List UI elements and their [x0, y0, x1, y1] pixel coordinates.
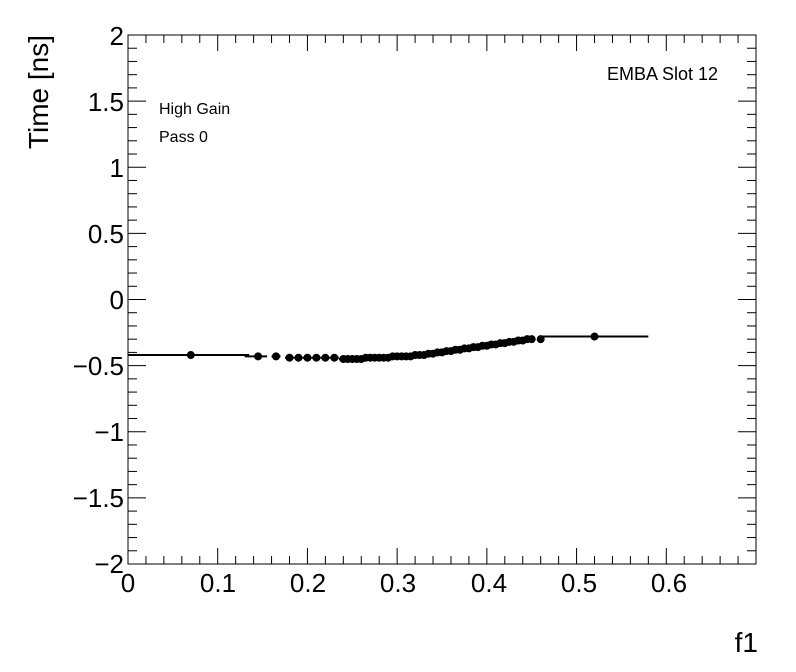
x-tick-label: 0.3 — [380, 568, 416, 598]
data-series — [128, 332, 649, 364]
x-tick-labels: 0 0.1 0.2 0.3 0.4 0.5 0.6 — [121, 568, 687, 598]
y-tick-label: 0 — [110, 285, 124, 315]
y-tick-labels: −2 −1.5 −1 −0.5 0 0.5 1 1.5 2 — [73, 21, 124, 579]
x-tick-label: 0.2 — [290, 568, 326, 598]
data-point — [303, 353, 312, 362]
data-point — [285, 353, 294, 362]
annotation-pass: Pass 0 — [159, 129, 208, 146]
x-tick-label: 0.1 — [200, 568, 236, 598]
data-point — [254, 352, 263, 361]
data-point — [321, 353, 330, 362]
y-tick-label: 1 — [110, 153, 124, 183]
annotation-module: EMBA Slot 12 — [607, 64, 718, 84]
y-tick-label: −0.5 — [73, 351, 124, 381]
data-point — [330, 353, 339, 362]
data-point — [294, 353, 303, 362]
y-tick-label: 1.5 — [88, 87, 124, 117]
x-tick-label: 0.6 — [651, 568, 687, 598]
data-point — [590, 332, 599, 341]
y-tick-label: 2 — [110, 21, 124, 51]
x-tick-label: 0.5 — [561, 568, 597, 598]
data-point — [272, 352, 281, 361]
y-axis-title: Time [ns] — [23, 35, 54, 149]
annotation-gain: High Gain — [159, 101, 230, 118]
y-tick-label: −2 — [94, 549, 124, 579]
data-point — [527, 335, 536, 344]
y-tick-label: −1.5 — [73, 483, 124, 513]
data-point — [312, 353, 321, 362]
data-point — [186, 351, 195, 360]
x-tick-label: 0.4 — [471, 568, 507, 598]
axis-ticks — [127, 34, 757, 565]
y-tick-label: −1 — [94, 417, 124, 447]
x-tick-label: 0 — [121, 568, 135, 598]
x-axis-title: f1 — [735, 627, 758, 658]
y-tick-label: 0.5 — [88, 219, 124, 249]
